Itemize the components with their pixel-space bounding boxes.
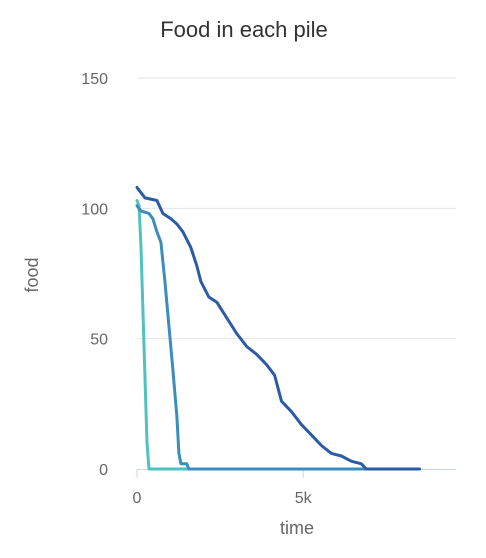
series-lines bbox=[135, 186, 421, 471]
y-tick-label: 100 bbox=[81, 201, 108, 218]
y-tick-label: 50 bbox=[90, 332, 108, 349]
y-tick-label: 0 bbox=[99, 462, 108, 479]
y-axis-label: food bbox=[22, 257, 42, 292]
x-axis-label: time bbox=[280, 518, 314, 538]
x-tick-label: 0 bbox=[133, 490, 142, 507]
x-tick-label: 5k bbox=[295, 490, 313, 507]
series-line-1 bbox=[135, 199, 421, 471]
chart-title: Food in each pile bbox=[160, 17, 328, 42]
y-tick-labels: 0 50 100 150 bbox=[81, 71, 108, 479]
grid-lines bbox=[137, 77, 456, 340]
x-tick-labels: 0 5k bbox=[133, 469, 313, 507]
series-line-3 bbox=[135, 186, 421, 471]
series-line-2 bbox=[135, 204, 421, 471]
y-tick-label: 150 bbox=[81, 71, 108, 88]
